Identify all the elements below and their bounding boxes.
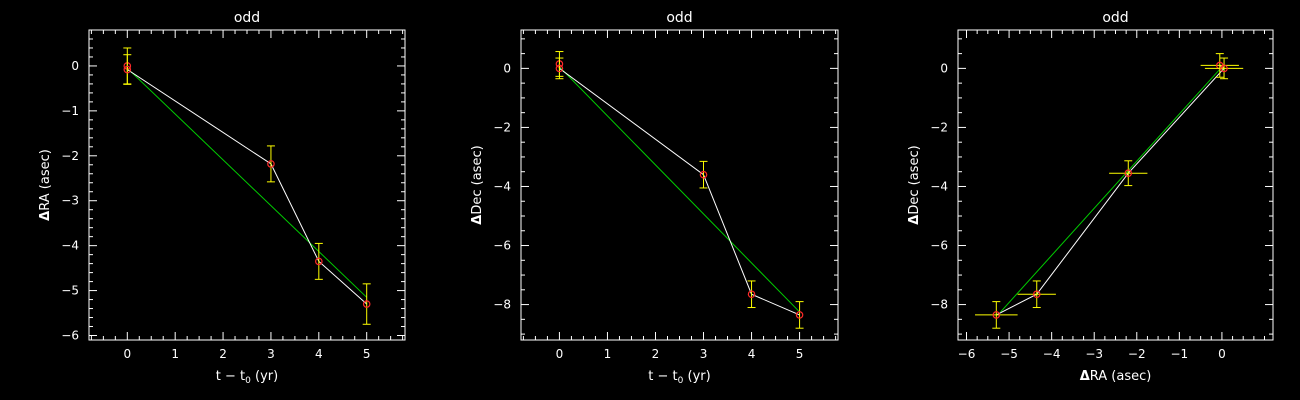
x-axis-label-unit: (yr) <box>683 369 710 384</box>
x-tick-label: −1 <box>1170 347 1188 361</box>
x-tick-label: −5 <box>1000 347 1018 361</box>
fit-line <box>1000 66 1223 313</box>
y-tick-label: −6 <box>493 239 511 253</box>
x-tick-label: 4 <box>748 347 756 361</box>
x-axis-label: ΔRA (asec) <box>1080 369 1152 384</box>
data-line <box>126 65 368 305</box>
data-point-2 <box>1204 57 1244 80</box>
y-axis-label-text: Dec (asec) <box>907 145 922 214</box>
data-marker <box>795 311 804 319</box>
y-tick-label: −4 <box>493 179 511 193</box>
y-tick-label: −4 <box>930 179 948 193</box>
data-point-5 <box>795 301 804 329</box>
x-tick-label: 5 <box>363 347 371 361</box>
y-tick-label: −2 <box>493 120 511 134</box>
x-tick-label: 2 <box>219 347 227 361</box>
data-marker <box>699 170 708 179</box>
x-tick-label: 3 <box>700 347 708 361</box>
data-marker <box>1032 290 1041 299</box>
fit-line <box>126 67 368 298</box>
x-tick-label: −4 <box>1043 347 1061 361</box>
data-point-3 <box>1109 160 1148 187</box>
y-axis-label-symbol: Δ <box>907 215 922 225</box>
data-point-2 <box>123 54 132 85</box>
x-axis-label-unit: (yr) <box>251 369 278 384</box>
y-axis-label: ΔDec (asec) <box>907 145 922 224</box>
y-axis-label: ΔDec (asec) <box>470 145 485 224</box>
data-point-4 <box>1017 280 1056 309</box>
x-axis-label-main: t − t <box>648 369 677 384</box>
data-point-1 <box>1200 53 1239 78</box>
data-point-5 <box>975 301 1018 329</box>
y-tick-label: −8 <box>930 298 948 312</box>
data-marker <box>1220 64 1228 73</box>
data-marker <box>315 257 323 266</box>
data-point-3 <box>266 145 275 183</box>
panel-title: odd <box>234 10 260 26</box>
data-point-5 <box>362 283 371 325</box>
x-tick-label: 0 <box>556 347 564 361</box>
panel-title: odd <box>666 10 692 26</box>
y-axis-label-text: RA (asec) <box>38 149 53 211</box>
y-tick-label: −1 <box>61 104 79 118</box>
data-marker <box>1124 169 1133 177</box>
x-tick-label: 4 <box>315 347 323 361</box>
y-tick-label: −5 <box>61 284 79 298</box>
y-tick-label: 0 <box>940 61 948 75</box>
data-point-2 <box>555 57 564 80</box>
x-axis-label-subscript: 0 <box>245 376 251 386</box>
x-tick-label: 0 <box>123 347 131 361</box>
x-axis-label-text: RA (asec) <box>1090 369 1152 384</box>
y-axis-label-symbol: Δ <box>470 215 485 225</box>
data-marker <box>267 160 275 168</box>
x-axis-label: t − t0 (yr) <box>216 369 278 386</box>
y-tick-label: 0 <box>503 61 511 75</box>
y-tick-label: −6 <box>61 329 79 343</box>
x-axis-label-main: t − t <box>216 369 245 384</box>
y-tick-label: −3 <box>61 194 79 208</box>
x-axis-label: t − t0 (yr) <box>648 369 710 386</box>
data-marker <box>992 311 1001 319</box>
x-tick-label: 1 <box>604 347 612 361</box>
y-axis-label: ΔRA (asec) <box>38 149 53 221</box>
x-tick-label: 5 <box>796 347 804 361</box>
data-point-3 <box>699 160 708 189</box>
data-marker <box>123 65 132 74</box>
x-tick-label: −2 <box>1128 347 1146 361</box>
y-tick-label: 0 <box>71 59 79 73</box>
y-tick-label: −2 <box>61 149 79 163</box>
data-marker <box>362 300 371 308</box>
y-tick-label: −6 <box>930 239 948 253</box>
y-tick-label: −8 <box>493 298 511 312</box>
fit-line <box>559 66 800 313</box>
data-marker <box>747 290 756 299</box>
panel-title: odd <box>1102 10 1128 26</box>
data-point-4 <box>314 242 323 280</box>
y-tick-label: −2 <box>930 120 948 134</box>
x-tick-label: 3 <box>267 347 275 361</box>
data-point-4 <box>747 280 756 309</box>
x-axis-label-symbol: Δ <box>1080 369 1090 384</box>
x-tick-label: 2 <box>652 347 660 361</box>
x-tick-label: −3 <box>1085 347 1103 361</box>
y-axis-label-text: Dec (asec) <box>470 145 485 214</box>
x-axis-label-subscript: 0 <box>678 376 684 386</box>
y-axis-label-symbol: Δ <box>38 211 53 221</box>
y-tick-label: −4 <box>61 239 79 253</box>
x-tick-label: 0 <box>1218 347 1226 361</box>
data-marker <box>555 64 564 73</box>
x-tick-label: 1 <box>171 347 179 361</box>
x-tick-label: −6 <box>958 347 976 361</box>
